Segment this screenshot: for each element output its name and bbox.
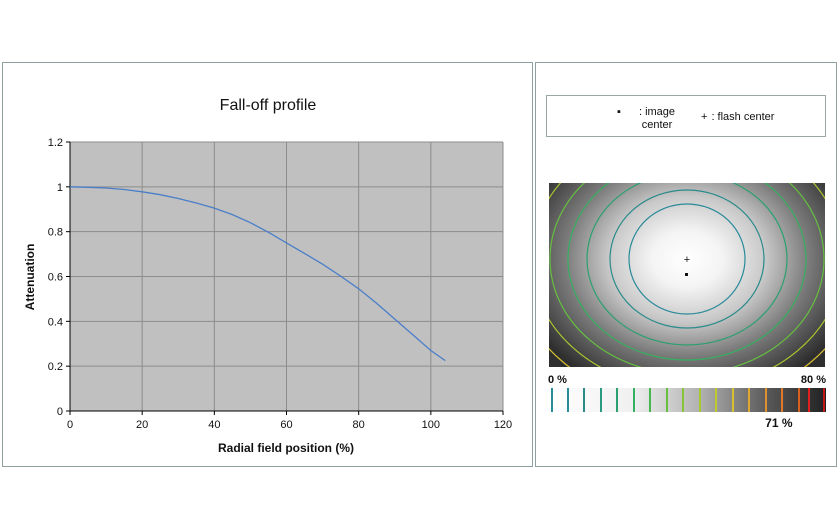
flash-center-icon: +: [701, 111, 708, 123]
y-tick-label: 0.6: [48, 272, 63, 284]
scale-ticks: [551, 388, 825, 412]
falloff-chart-panel: Fall-off profile 0 20 40 60 80 100 120 0 0.2 0.4 0…: [2, 62, 533, 467]
image-center-marker: [685, 273, 688, 276]
y-tick-label: 1: [57, 182, 63, 194]
image-center-icon: ▪: [617, 106, 621, 118]
legend-flash-center: +: flash center: [701, 111, 774, 124]
scale-bar: [549, 388, 826, 412]
contour-line: [549, 183, 825, 367]
y-tick-label: 1.2: [48, 137, 63, 149]
chart-title: Fall-off profile: [220, 97, 317, 114]
y-tick-label: 0.2: [48, 361, 63, 373]
contour-line: [609, 189, 765, 329]
falloff-scale: 0 % 80 %: [548, 374, 826, 430]
scale-min-label: 0 %: [548, 374, 567, 386]
contour-line: [586, 183, 788, 346]
contour-map: +: [549, 183, 825, 367]
center-legend: ▪ : image center +: flash center: [546, 95, 826, 137]
y-tick-label: 0.4: [48, 316, 63, 328]
x-tick-label: 80: [353, 419, 365, 431]
falloff-map-panel: ▪ : image center +: flash center: [535, 62, 837, 467]
x-tick-label: 100: [422, 419, 440, 431]
x-tick-label: 120: [494, 419, 512, 431]
flash-center-label: : flash center: [711, 111, 775, 123]
image-center-label: : image center: [638, 106, 676, 131]
scale-max-label: 80 %: [801, 374, 826, 386]
flash-center-marker: +: [684, 254, 690, 266]
y-tick-label: 0: [57, 406, 63, 418]
scale-value-label: 71 %: [765, 416, 793, 430]
x-axis-label: Radial field position (%): [218, 441, 354, 455]
contour-line: [628, 203, 746, 315]
falloff-chart: Fall-off profile 0 20 40 60 80 100 120 0 0.2 0.4 0…: [23, 97, 512, 455]
x-tick-label: 0: [67, 419, 73, 431]
contour-line: [567, 183, 807, 361]
x-tick-label: 20: [136, 419, 148, 431]
y-tick-label: 0.8: [48, 227, 63, 239]
x-tick-label: 60: [280, 419, 292, 431]
series-line: [69, 186, 446, 362]
y-axis-label: Attenuation: [23, 244, 37, 311]
x-tick-label: 40: [208, 419, 220, 431]
